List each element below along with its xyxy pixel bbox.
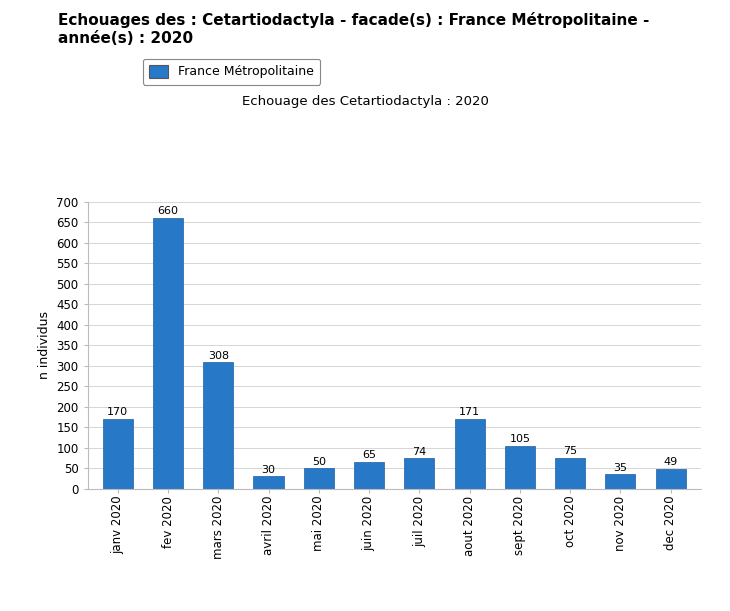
- Text: 74: 74: [412, 447, 426, 457]
- Bar: [404, 458, 434, 489]
- Text: 65: 65: [362, 450, 376, 461]
- Text: Echouage des Cetartiodactyla : 2020: Echouage des Cetartiodactyla : 2020: [242, 95, 488, 108]
- Text: 75: 75: [563, 447, 577, 456]
- Text: 49: 49: [664, 457, 677, 467]
- Text: 171: 171: [459, 407, 480, 417]
- Y-axis label: n individus: n individus: [38, 311, 51, 379]
- Legend: France Métropolitaine: France Métropolitaine: [143, 59, 320, 85]
- Bar: [555, 458, 585, 489]
- Bar: [304, 468, 334, 489]
- Text: 30: 30: [261, 465, 275, 475]
- Bar: [253, 477, 284, 489]
- Text: 105: 105: [510, 434, 531, 444]
- Bar: [103, 419, 133, 489]
- Text: 170: 170: [107, 408, 128, 417]
- Bar: [153, 218, 183, 489]
- Bar: [203, 362, 234, 489]
- Text: 308: 308: [208, 351, 228, 361]
- Text: 660: 660: [158, 207, 179, 216]
- Bar: [605, 474, 635, 489]
- Text: Echouages des : Cetartiodactyla - facade(s) : France Métropolitaine -
année(s) :: Echouages des : Cetartiodactyla - facade…: [58, 12, 650, 46]
- Bar: [455, 419, 485, 489]
- Bar: [354, 462, 384, 489]
- Bar: [656, 469, 685, 489]
- Text: 50: 50: [312, 456, 326, 467]
- Text: 35: 35: [613, 463, 627, 473]
- Bar: [504, 446, 535, 489]
